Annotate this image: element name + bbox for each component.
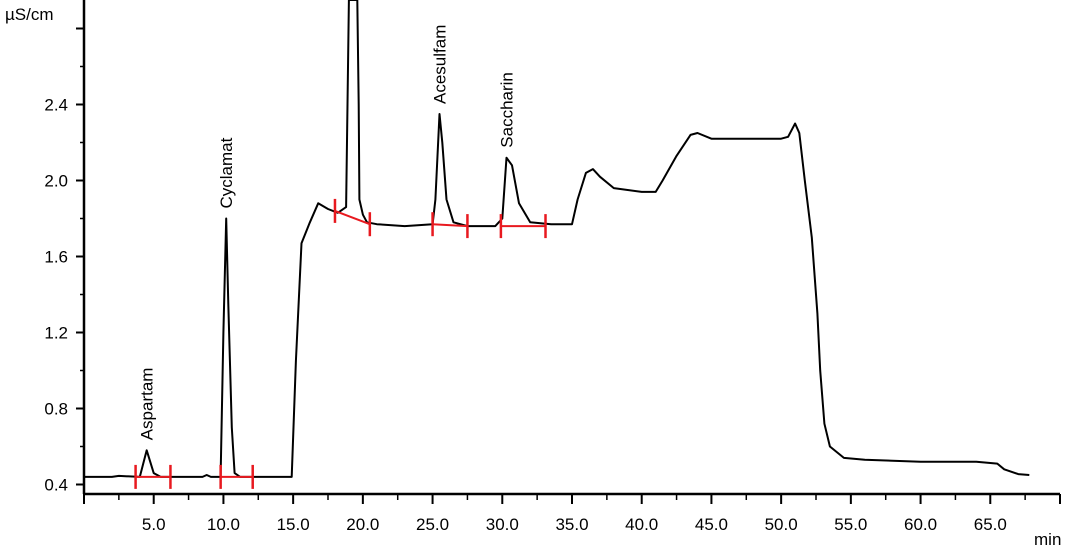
y-ticks: 0.4 0.8 1.2 1.6 2.0 2.4 — [44, 27, 84, 495]
x-tick-label: 40.0 — [625, 515, 658, 534]
x-tick-label: 60.0 — [904, 515, 937, 534]
x-tick-label: 35.0 — [555, 515, 588, 534]
peak-label: Aspartam — [138, 368, 157, 441]
axes — [82, 0, 1060, 496]
x-tick-label: 15.0 — [277, 515, 310, 534]
x-ticks: 5.0 10.0 15.0 20.0 25.0 30.0 35.0 40.0 45.0 50.0 5… — [83, 494, 1061, 534]
y-tick-label: 1.6 — [44, 248, 68, 267]
y-tick-label: 0.8 — [44, 400, 68, 419]
y-tick-label: 1.2 — [44, 324, 68, 343]
x-tick-label: 30.0 — [486, 515, 519, 534]
x-tick-label: 50.0 — [765, 515, 798, 534]
peak-label: Acesulfam — [431, 25, 450, 104]
x-tick-label: 25.0 — [416, 515, 449, 534]
x-tick-label: 45.0 — [695, 515, 728, 534]
y-tick-label: 2.0 — [44, 172, 68, 191]
series-line — [84, 0, 1030, 478]
x-tick-label: 10.0 — [207, 515, 240, 534]
peak-label: Saccharin — [497, 72, 516, 148]
series-group — [84, 0, 1030, 478]
integration-baseline — [432, 223, 468, 228]
integration-marks — [134, 198, 547, 489]
peak-labels: Aspartam Cyclamat Acesulfam Saccharin — [138, 25, 517, 441]
x-tick-label: 20.0 — [346, 515, 379, 534]
peak-label: Cyclamat — [217, 137, 236, 208]
y-tick-label: 0.4 — [44, 476, 68, 495]
y-tick-label: 2.4 — [44, 96, 68, 115]
y-axis-unit-label: µS/cm — [5, 5, 54, 24]
x-tick-label: 5.0 — [142, 515, 166, 534]
x-tick-label: 55.0 — [834, 515, 867, 534]
integration-baseline — [334, 209, 371, 226]
x-axis-unit-label: min — [1034, 530, 1061, 549]
x-tick-label: 65.0 — [974, 515, 1007, 534]
